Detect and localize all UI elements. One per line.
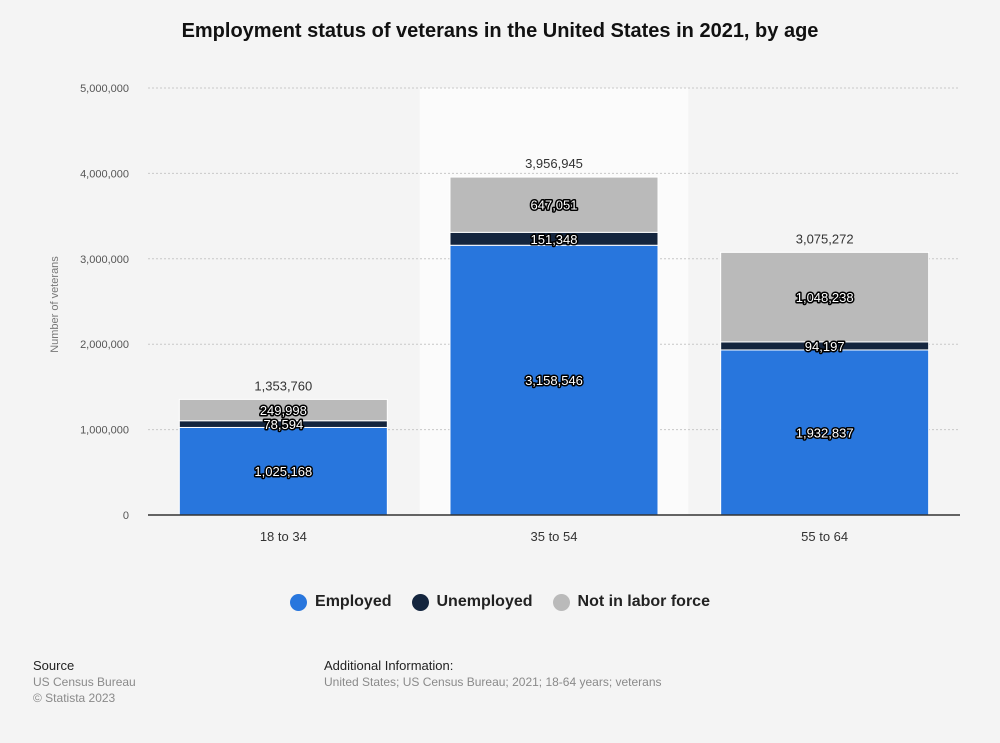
data-label-employed: 1,025,168 xyxy=(254,464,312,479)
source-block: Source US Census Bureau © Statista 2023 xyxy=(33,658,136,706)
x-tick-label: 35 to 54 xyxy=(531,529,578,544)
total-label: 1,353,760 xyxy=(254,378,312,393)
copyright: © Statista 2023 xyxy=(33,691,116,705)
total-label: 3,075,272 xyxy=(796,231,854,246)
x-tick-label: 55 to 64 xyxy=(801,529,848,544)
data-label-not-in-labor-force: 249,998 xyxy=(260,403,307,418)
data-label-employed: 1,932,837 xyxy=(796,425,854,440)
chart-title: Employment status of veterans in the Uni… xyxy=(181,20,819,42)
y-tick-label: 3,000,000 xyxy=(80,254,129,266)
data-label-unemployed: 78,594 xyxy=(263,417,303,432)
y-tick-label: 4,000,000 xyxy=(80,168,129,180)
legend-item-unemployed[interactable]: Unemployed xyxy=(411,593,533,611)
legend-label-not-in-labor-force: Not in labor force xyxy=(577,593,710,610)
total-label: 3,956,945 xyxy=(525,156,583,171)
source-name[interactable]: US Census Bureau xyxy=(33,675,136,689)
y-tick-label: 5,000,000 xyxy=(80,83,129,95)
source-title: Source xyxy=(33,658,75,673)
legend-marker-unemployed xyxy=(411,593,429,611)
bar-not-in-labor-force xyxy=(449,176,659,233)
additional-info-title: Additional Information: xyxy=(324,658,454,673)
y-tick-label: 2,000,000 xyxy=(80,339,129,351)
legend-marker-not-in-labor-force xyxy=(552,593,570,611)
legend-label-unemployed: Unemployed xyxy=(436,593,533,610)
bar-not-in-labor-force xyxy=(178,398,388,422)
bar-employed xyxy=(720,349,930,516)
data-label-employed: 3,158,546 xyxy=(525,373,583,388)
bar-employed xyxy=(449,244,659,516)
y-tick-label: 1,000,000 xyxy=(80,425,129,437)
data-label-not-in-labor-force: 647,051 xyxy=(531,198,578,213)
x-tick-label: 18 to 34 xyxy=(260,529,307,544)
legend-item-not-in-labor-force[interactable]: Not in labor force xyxy=(552,593,710,611)
legend-item-employed[interactable]: Employed xyxy=(290,593,392,611)
legend-marker-employed xyxy=(290,593,308,611)
data-label-unemployed: 94,197 xyxy=(805,339,845,354)
y-tick-label: 0 xyxy=(123,510,129,522)
bar-not-in-labor-force xyxy=(720,251,930,343)
bar-employed xyxy=(178,426,388,516)
data-label-unemployed: 151,348 xyxy=(531,232,578,247)
legend-label-employed: Employed xyxy=(315,593,392,610)
additional-info-text: United States; US Census Bureau; 2021; 1… xyxy=(324,675,662,689)
data-label-not-in-labor-force: 1,048,238 xyxy=(796,290,854,305)
additional-info-block: Additional Information: United States; U… xyxy=(324,658,662,690)
chart-legend: Employed Unemployed Not in labor force xyxy=(0,593,1000,611)
y-axis-title: Number of veterans xyxy=(49,256,61,353)
